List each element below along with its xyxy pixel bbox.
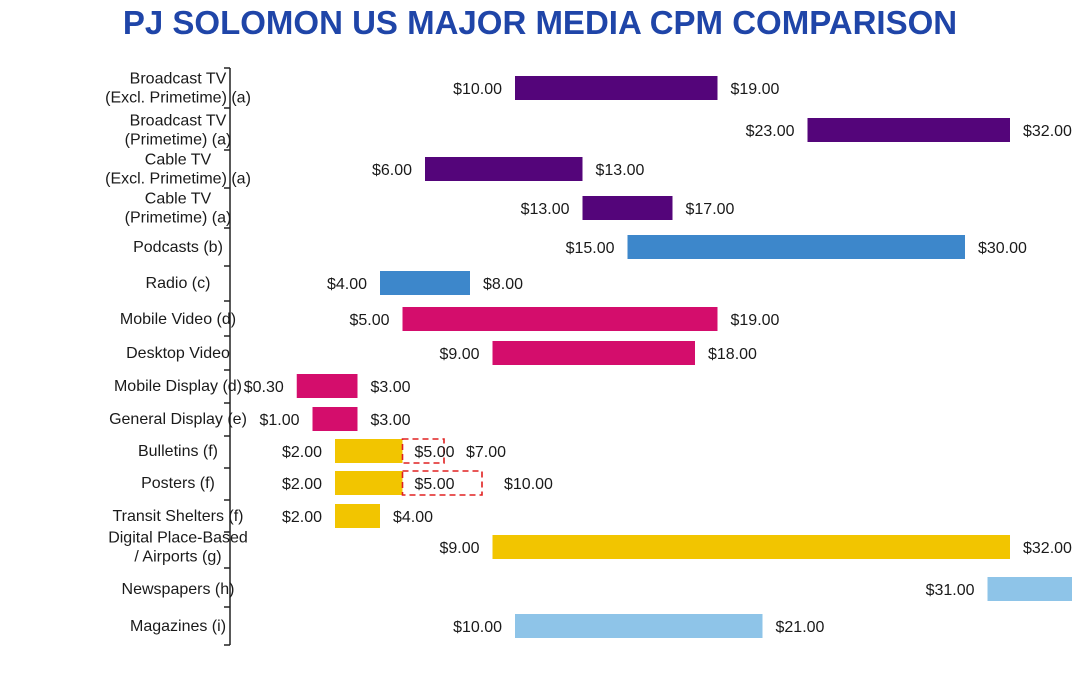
range-bar — [335, 504, 380, 528]
chart-title: PJ SOLOMON US MAJOR MEDIA CPM COMPARISON — [122, 4, 958, 41]
high-value-label: $13.00 — [596, 162, 645, 179]
category-label: Mobile Display (d) — [114, 378, 242, 395]
low-value-label: $23.00 — [746, 123, 795, 140]
mid-value-label: $5.00 — [415, 476, 455, 493]
low-value-label: $10.00 — [453, 81, 502, 98]
range-bar — [380, 271, 470, 295]
high-value-label: $32.00 — [1023, 123, 1072, 140]
low-value-label: $1.00 — [259, 412, 299, 429]
low-value-label: $2.00 — [282, 509, 322, 526]
range-bar — [515, 76, 718, 100]
high-value-label: $3.00 — [371, 379, 411, 396]
low-value-label: $9.00 — [439, 346, 479, 363]
category-label: Broadcast TV (Excl. Primetime) (a) — [105, 71, 251, 107]
category-label: Cable TV (Primetime) (a) — [125, 191, 232, 227]
high-value-label: $10.00 — [504, 476, 553, 493]
range-bar — [296, 374, 358, 398]
range-bar — [492, 341, 695, 365]
low-value-label: $4.00 — [327, 276, 367, 293]
high-value-label: $18.00 — [708, 346, 757, 363]
category-label: Mobile Video (d) — [120, 311, 236, 328]
high-value-label: $19.00 — [731, 81, 780, 98]
high-value-label: $8.00 — [483, 276, 523, 293]
range-bar — [492, 535, 1010, 559]
category-label: Digital Place-Based / Airports (g) — [108, 530, 248, 566]
range-bar — [807, 118, 1010, 142]
low-value-label: $2.00 — [282, 444, 322, 461]
high-value-label: $21.00 — [776, 619, 825, 636]
low-value-label: $13.00 — [521, 201, 570, 218]
range-bar — [335, 471, 403, 495]
category-label: Radio (c) — [146, 275, 211, 292]
range-bar — [335, 439, 403, 463]
low-value-label: $10.00 — [453, 619, 502, 636]
mid-value-label: $5.00 — [415, 444, 455, 461]
range-bar — [402, 307, 718, 331]
high-value-label: $32.00 — [1023, 540, 1072, 557]
category-label: General Display (e) — [109, 411, 247, 428]
category-label: Broadcast TV (Primetime) (a) — [125, 113, 232, 149]
category-label: Podcasts (b) — [133, 239, 223, 256]
low-value-label: $9.00 — [439, 540, 479, 557]
low-value-label: $0.30 — [244, 379, 284, 396]
low-value-label: $2.00 — [282, 476, 322, 493]
high-value-label: $4.00 — [393, 509, 433, 526]
high-value-label: $19.00 — [731, 312, 780, 329]
high-value-label: $3.00 — [371, 412, 411, 429]
category-label: Cable TV (Excl. Primetime) (a) — [105, 152, 251, 188]
range-bar — [425, 157, 583, 181]
range-bar — [627, 235, 965, 259]
low-value-label: $5.00 — [349, 312, 389, 329]
category-label: Bulletins (f) — [138, 443, 218, 460]
dashed-range-bar — [401, 470, 483, 496]
category-label: Posters (f) — [141, 475, 215, 492]
range-bar — [515, 614, 763, 638]
category-label: Magazines (i) — [130, 618, 226, 635]
high-value-label: $30.00 — [978, 240, 1027, 257]
range-bar — [582, 196, 673, 220]
category-label: Transit Shelters (f) — [113, 508, 244, 525]
low-value-label: $6.00 — [372, 162, 412, 179]
category-label: Newspapers (h) — [122, 581, 235, 598]
range-bar — [312, 407, 358, 431]
range-bar — [987, 577, 1072, 601]
high-value-label: $17.00 — [686, 201, 735, 218]
low-value-label: $31.00 — [926, 582, 975, 599]
low-value-label: $15.00 — [566, 240, 615, 257]
category-label: Desktop Video — [126, 345, 230, 362]
dashed-range-bar — [401, 438, 445, 464]
high-value-label: $7.00 — [466, 444, 506, 461]
